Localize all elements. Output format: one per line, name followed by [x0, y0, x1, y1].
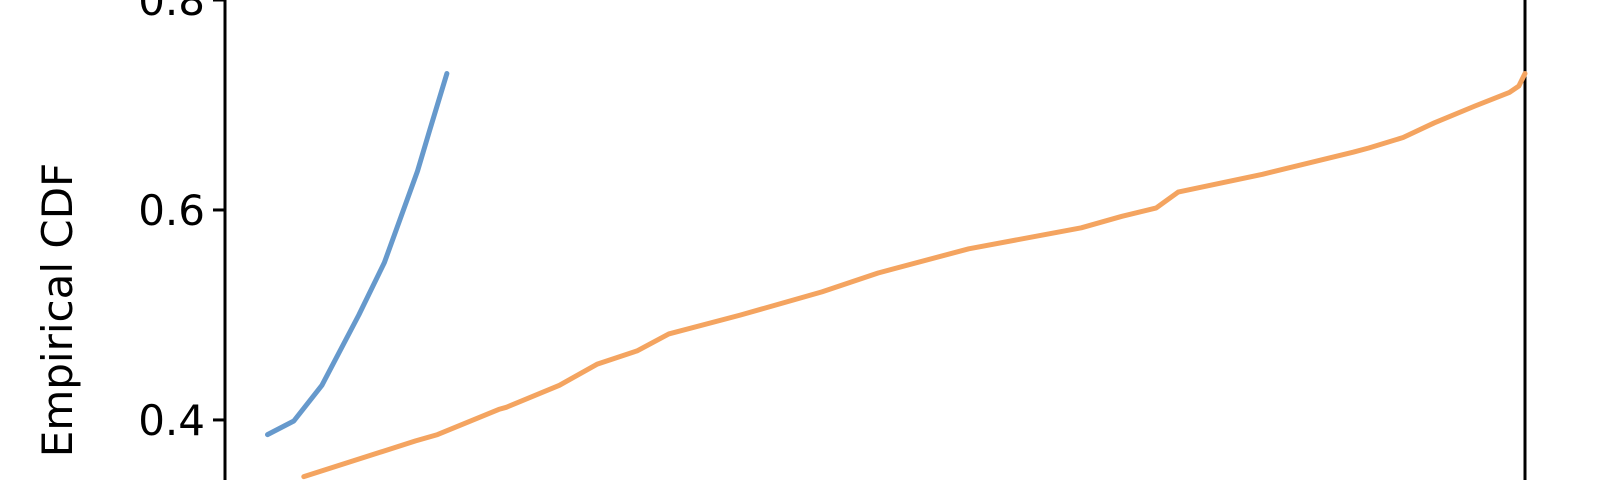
plot-layer: 0.4 0.6 0.8	[138, 0, 1528, 480]
orange-cdf-line	[301, 71, 1528, 480]
y-tick-label-0.4: 0.4	[138, 396, 205, 445]
y-axis-label: Empirical CDF	[33, 163, 82, 457]
y-tick-label-0.8: 0.8	[138, 0, 205, 25]
blue-cdf-line	[265, 71, 450, 438]
y-tick-label-0.6: 0.6	[138, 186, 205, 235]
